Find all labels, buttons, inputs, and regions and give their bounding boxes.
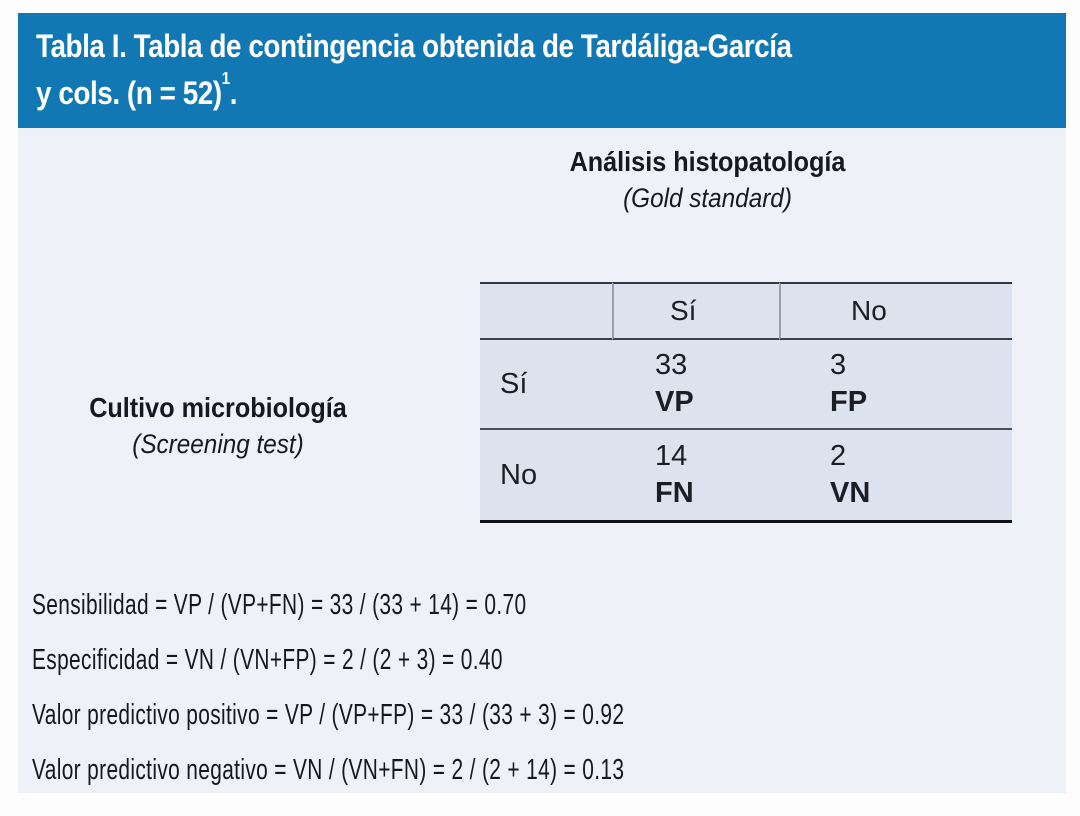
table-corner-cell xyxy=(480,282,612,340)
row-axis-heading: Cultivo microbiología (Screening test) xyxy=(22,392,414,460)
column-header-si: Sí xyxy=(612,282,779,340)
cell-true-positive-tag: VP xyxy=(655,386,694,418)
table-title-line2-suffix: . xyxy=(229,75,238,111)
cell-false-positive: 3 FP xyxy=(779,340,1012,430)
title-reference-superscript: 1 xyxy=(221,68,231,89)
row-axis-subtitle: (Screening test) xyxy=(132,429,304,459)
cell-false-negative-tag: FN xyxy=(655,477,694,509)
contingency-table: Sí No Sí 33 VP 3 FP No 14 FN 2 VN xyxy=(480,282,1012,523)
cell-false-negative-value: 14 xyxy=(655,440,688,472)
table-title-line1: Tabla I. Tabla de contingencia obtenida … xyxy=(36,28,792,64)
table-title-bar: Tabla I. Tabla de contingencia obtenida … xyxy=(18,13,1066,128)
cell-true-positive: 33 VP xyxy=(612,340,779,430)
cell-true-negative: 2 VN xyxy=(779,430,1012,523)
column-axis-subtitle: (Gold standard) xyxy=(623,183,792,213)
formula-specificity: Especificidad = VN / (VN+FP) = 2 / (2 + … xyxy=(32,644,503,676)
cell-true-negative-tag: VN xyxy=(830,477,871,509)
row-label-si-text: Sí xyxy=(500,367,528,400)
cell-false-negative: 14 FN xyxy=(612,430,779,523)
formula-negative-predictive-value: Valor predictivo negativo = VN / (VN+FN)… xyxy=(32,754,625,786)
row-axis-title: Cultivo microbiología xyxy=(89,392,347,423)
cell-false-positive-tag: FP xyxy=(830,386,868,418)
row-label-no-text: No xyxy=(500,458,538,491)
formula-list: Sensibilidad = VP / (VP+FN) = 33 / (33 +… xyxy=(32,578,792,798)
column-header-no: No xyxy=(779,282,1012,340)
cell-false-positive-value: 3 xyxy=(830,349,847,381)
column-header-si-label: Sí xyxy=(670,295,697,326)
row-label-no: No xyxy=(480,430,612,523)
cell-true-positive-value: 33 xyxy=(655,349,688,381)
formula-sensitivity: Sensibilidad = VP / (VP+FN) = 33 / (33 +… xyxy=(32,589,527,621)
formula-positive-predictive-value: Valor predictivo positivo = VP / (VP+FP)… xyxy=(32,699,625,731)
table-title-line2: y cols. (n = 52)1. xyxy=(36,70,915,117)
cell-true-negative-value: 2 xyxy=(830,440,847,472)
column-axis-title: Análisis histopatología xyxy=(569,146,846,177)
column-header-no-label: No xyxy=(851,295,887,326)
table-title-line2-text: y cols. (n = 52) xyxy=(36,75,222,111)
column-axis-heading: Análisis histopatología (Gold standard) xyxy=(480,146,935,214)
row-label-si: Sí xyxy=(480,340,612,430)
